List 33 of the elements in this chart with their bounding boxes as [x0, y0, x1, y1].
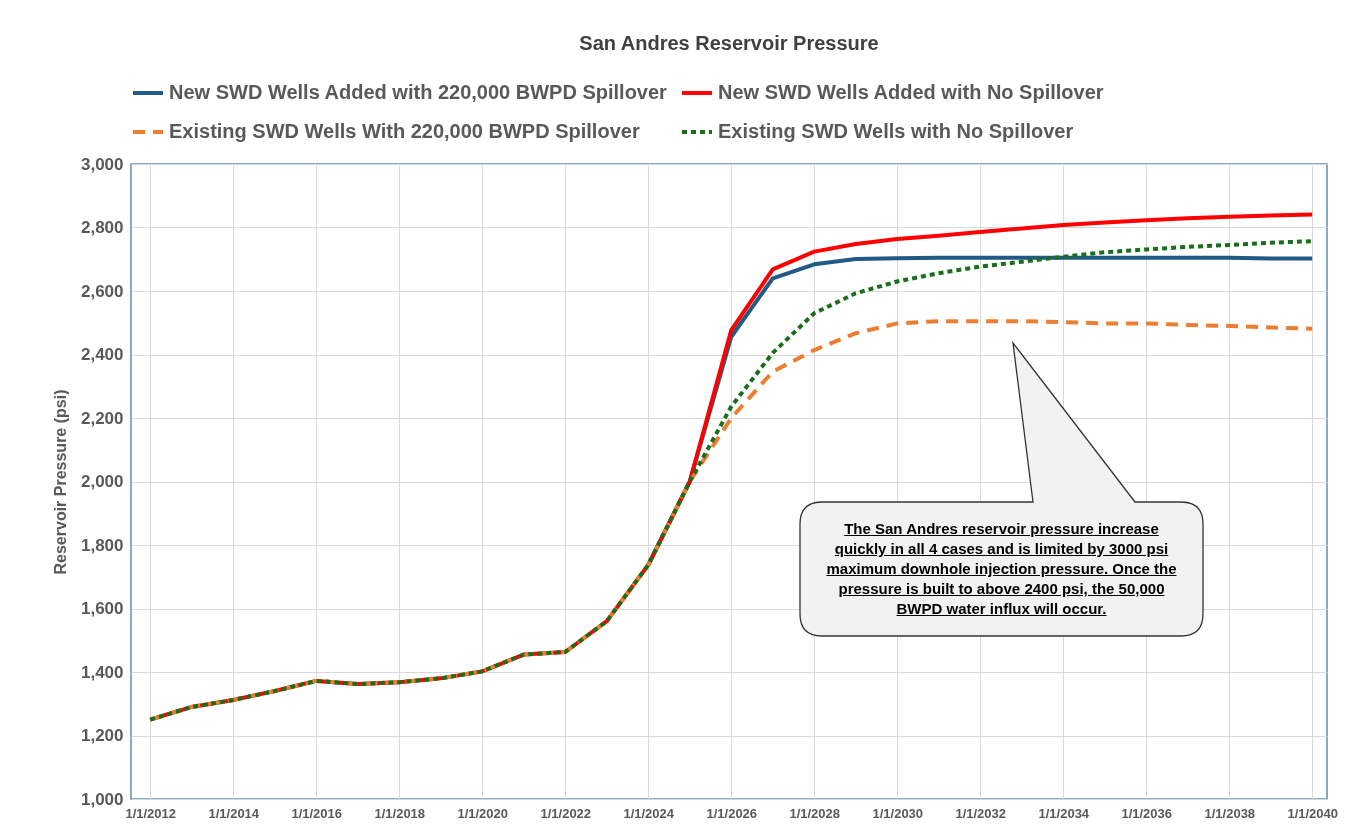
y-axis-title: Reservoir Pressure (psi) — [51, 389, 69, 575]
x-tick-label: 1/1/2040 — [1287, 805, 1339, 821]
y-tick-label: 1,000 — [80, 789, 124, 809]
x-tick-label: 1/1/2032 — [955, 805, 1007, 821]
legend-label: New SWD Wells Added with 220,000 BWPD Spillover — [169, 81, 668, 103]
y-tick-label: 2,200 — [80, 408, 124, 428]
y-tick-label: 1,600 — [80, 599, 124, 618]
x-tick-label: 1/1/2012 — [125, 805, 177, 821]
x-tick-label: 1/1/2020 — [457, 805, 509, 821]
legend-label: Existing SWD Wells With 220,000 BWPD Spillover — [169, 120, 640, 142]
x-tick-label: 1/1/2030 — [872, 805, 924, 821]
x-tick-label: 1/1/2028 — [789, 805, 841, 821]
x-tick-label: 1/1/2014 — [208, 805, 260, 821]
y-tick-label: 1,400 — [80, 662, 124, 682]
x-tick-label: 1/1/2038 — [1204, 805, 1256, 821]
x-tick-label: 1/1/2016 — [291, 805, 343, 821]
y-tick-label: 1,800 — [80, 535, 124, 555]
x-tick-label: 1/1/2022 — [540, 805, 592, 821]
y-tick-label: 2,600 — [80, 281, 124, 301]
y-tick-label: 1,200 — [80, 726, 124, 745]
chart-title: San Andres Reservoir Pressure — [579, 32, 879, 54]
x-tick-label: 1/1/2024 — [623, 805, 675, 821]
legend-label: Existing SWD Wells with No Spillover — [718, 120, 1074, 142]
x-tick-label: 1/1/2034 — [1038, 805, 1090, 821]
x-tick-label: 1/1/2018 — [374, 805, 426, 821]
x-tick-label: 1/1/2026 — [706, 805, 758, 821]
y-tick-label: 3,000 — [80, 154, 124, 174]
x-tick-label: 1/1/2036 — [1121, 805, 1173, 821]
y-tick-label: 2,400 — [80, 345, 124, 364]
annotation: The San Andres reservoir pressure increase quickly in all 4 cases and is limited by 3000 psi maximum downhole injection pressure. Once the pressure is built to above 2400 psi, the 50,000 BWPD water influx will occur. — [825, 519, 1178, 619]
y-tick-label: 2,000 — [80, 472, 124, 491]
y-tick-label: 2,800 — [80, 218, 124, 237]
legend-label: New SWD Wells Added with No Spillover — [718, 81, 1104, 103]
